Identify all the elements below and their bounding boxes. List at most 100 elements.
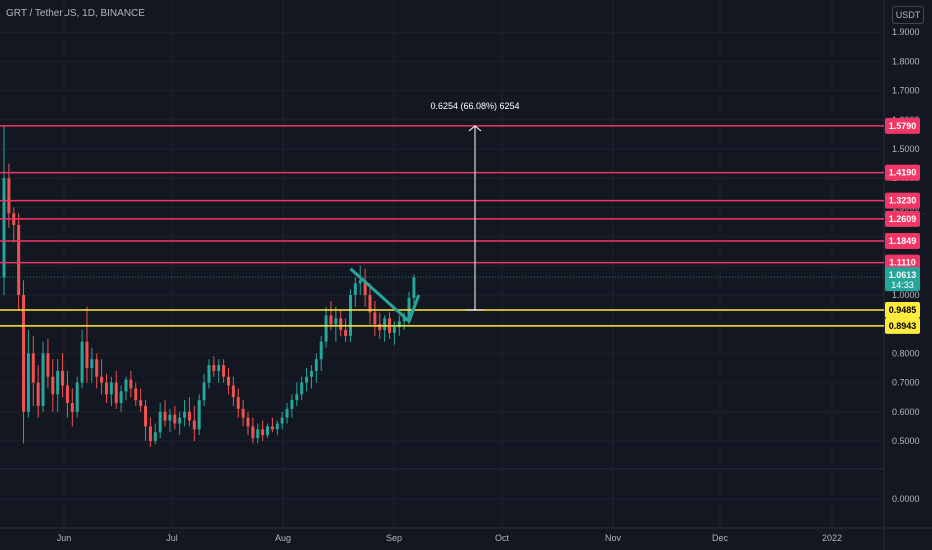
y-tick-label: 1.0000: [892, 290, 920, 300]
measure-label: 0.6254 (66.08%) 6254: [430, 101, 519, 111]
candle-body: [65, 385, 69, 404]
y-tick-label: 0.6000: [892, 407, 920, 417]
resistance-price-label-box: [885, 254, 920, 271]
candle-body: [270, 426, 274, 430]
support-price-label: 0.8943: [889, 321, 917, 331]
candle-body: [222, 365, 226, 377]
candle-body: [129, 379, 133, 389]
candle-body: [378, 324, 382, 331]
candle-body: [173, 414, 177, 424]
candle-body: [109, 382, 113, 395]
candle-body: [80, 341, 84, 383]
candle-body: [251, 426, 255, 439]
candle-body: [226, 376, 230, 386]
candle-body: [407, 297, 411, 319]
x-tick-label: Sep: [386, 533, 402, 543]
candle-body: [36, 382, 40, 406]
x-tick-label: Oct: [495, 533, 510, 543]
candle-body: [197, 400, 201, 430]
y-tick-label: 0.5000: [892, 436, 920, 446]
candle-body: [402, 318, 406, 322]
candle-body: [70, 403, 74, 412]
candle-body: [373, 312, 377, 325]
support-price-label-box: [885, 302, 920, 319]
candle-body: [275, 423, 279, 430]
candle-body: [256, 429, 260, 439]
candle-body: [202, 382, 206, 401]
candle-body: [246, 417, 250, 427]
candle-body: [139, 400, 143, 406]
candle-body: [324, 315, 328, 342]
candle-body: [231, 385, 235, 398]
candle-body: [134, 388, 138, 401]
chart-title: GRT / TetherUS, 1D, BINANCE: [6, 8, 145, 19]
x-tick-label: 2022: [822, 533, 842, 543]
x-tick-label: Dec: [712, 533, 729, 543]
candle-body: [334, 318, 338, 325]
candle-countdown-label: 14:33: [891, 280, 914, 290]
y-tick-label: 1.7000: [892, 86, 920, 96]
currency-unit-button[interactable]: USDT: [892, 6, 924, 24]
y-tick-label: 0.0000: [892, 494, 920, 504]
support-price-label-box: [885, 317, 920, 334]
candle-body: [358, 280, 362, 284]
candle-body: [353, 283, 357, 295]
candle-body: [178, 417, 182, 424]
candle-body: [22, 295, 26, 412]
resistance-price-label: 1.5790: [889, 121, 917, 131]
candle-body: [119, 391, 123, 404]
candle-body: [412, 277, 416, 298]
resistance-price-label-box: [885, 210, 920, 227]
candle-body: [104, 382, 108, 395]
candle-body: [51, 376, 55, 395]
candle-body: [290, 400, 294, 409]
resistance-price-label: 1.4190: [889, 168, 917, 178]
candle-body: [163, 411, 167, 421]
y-tick-label: 1.8000: [892, 56, 920, 66]
candle-body: [56, 370, 60, 395]
candle-body: [17, 224, 21, 295]
candle-body: [261, 429, 265, 436]
resistance-price-label: 1.1849: [889, 236, 917, 246]
candle-body: [344, 330, 348, 336]
candle-body: [192, 420, 196, 430]
candle-body: [363, 280, 367, 295]
candle-body: [153, 432, 157, 441]
resistance-price-label-box: [885, 164, 920, 181]
current-price-label: 1.0613: [889, 270, 917, 280]
candle-body: [158, 411, 162, 433]
x-tick-label: Aug: [275, 533, 291, 543]
candle-body: [383, 318, 387, 331]
candle-body: [75, 382, 79, 412]
candle-body: [31, 353, 35, 383]
candle-body: [266, 426, 270, 436]
candle-body: [46, 353, 50, 377]
x-tick-label: Jul: [166, 533, 178, 543]
candle-body: [124, 379, 128, 392]
candle-body: [305, 376, 309, 383]
candle-body: [329, 315, 333, 325]
resistance-price-label: 1.2609: [889, 214, 917, 224]
candle-body: [2, 178, 6, 278]
resistance-price-label: 1.1110: [889, 258, 916, 268]
candle-body: [187, 411, 191, 421]
y-tick-label: 0.8000: [892, 348, 920, 358]
candle-body: [100, 376, 104, 383]
measure-arrow-head: [468, 125, 482, 132]
candle-body: [309, 370, 313, 377]
candle-body: [212, 365, 216, 371]
candle-body: [183, 411, 187, 418]
candle-body: [314, 359, 318, 371]
candle-body: [339, 318, 343, 331]
current-price-label-box: [885, 267, 920, 292]
candle-body: [61, 370, 65, 386]
candle-body: [90, 359, 94, 368]
resistance-price-label: 1.3230: [889, 196, 917, 206]
x-tick-label: Nov: [605, 533, 622, 543]
candle-body: [7, 178, 11, 214]
candle-body: [285, 408, 289, 418]
candle-body: [280, 417, 284, 424]
candle-body: [241, 408, 245, 418]
y-tick-label: 1.9000: [892, 27, 920, 37]
